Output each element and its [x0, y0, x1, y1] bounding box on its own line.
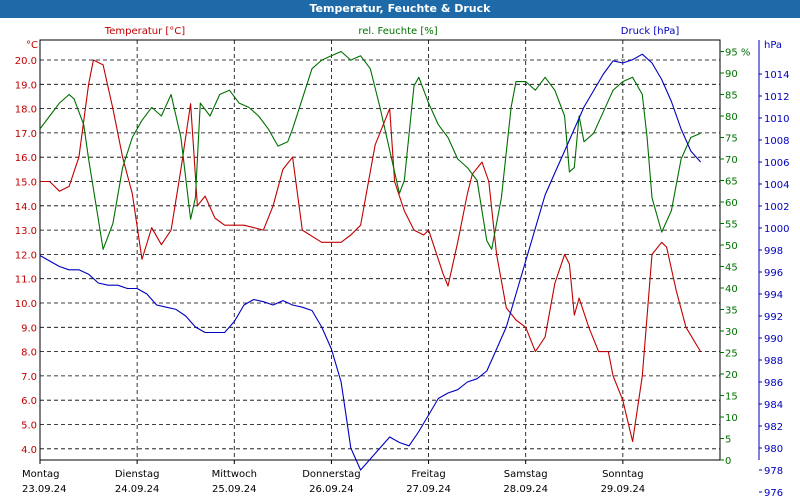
pressure-axis: hPa 976 978 980 982 984 986 988 990 992 994 996 998 1…: [758, 40, 789, 499]
pressure-tick-label: 1010: [764, 114, 789, 125]
humidity-tick-label: 0: [725, 456, 731, 467]
humidity-tick-label: 80: [725, 112, 738, 123]
x-day-label: Dienstag: [115, 469, 160, 480]
temperature-unit-label: °C: [26, 40, 38, 51]
humidity-tick-label: 70: [725, 155, 738, 166]
temperature-tick-label: 18.0: [15, 105, 37, 116]
legend-entry: Temperatur [°C]: [104, 26, 185, 37]
temperature-tick-label: 16.0: [15, 153, 37, 164]
x-day-label: Montag: [22, 469, 59, 480]
temperature-tick-label: 10.0: [15, 299, 37, 310]
x-axis: Montag 23.09.24 Dienstag 24.09.24 Mittwoch 25…: [22, 460, 645, 495]
humidity-tick-label: 10: [725, 413, 738, 424]
humidity-tick-label: 85: [725, 91, 738, 102]
humidity-tick-label: 35: [725, 306, 738, 317]
x-date-label: 24.09.24: [115, 484, 160, 495]
x-date-label: 29.09.24: [601, 484, 646, 495]
temperature-axis: °C 4.0 5.0 6.0 7.0 8.0 9.0 10.0 11.0 12.0 13.0 14.0…: [15, 40, 38, 456]
x-date-label: 27.09.24: [406, 484, 451, 495]
x-date-label: 23.09.24: [22, 484, 67, 495]
temperature-tick-label: 15.0: [15, 178, 37, 189]
temperature-tick-label: 9.0: [21, 323, 37, 334]
series-line-humidity: [39, 50, 701, 250]
pressure-tick-label: 996: [764, 268, 783, 279]
pressure-tick-label: 982: [764, 422, 783, 433]
humidity-tick-label: 30: [725, 327, 738, 338]
plot-frame: [39, 39, 721, 461]
series-group: [39, 50, 702, 471]
temperature-tick-label: 13.0: [15, 226, 37, 237]
humidity-tick-label: 45: [725, 263, 738, 274]
x-date-label: 26.09.24: [309, 484, 354, 495]
pressure-tick-label: 1000: [764, 224, 789, 235]
humidity-tick-label: 65: [725, 177, 738, 188]
temperature-tick-label: 19.0: [15, 80, 37, 91]
humidity-axis: 0 5 10 15 20 25 30 35 40 45 50 55 60 65 70 75 80 85 90 95 %: [720, 48, 750, 467]
series-line-temperature: [40, 59, 702, 443]
pressure-tick-label: 994: [764, 290, 783, 301]
humidity-tick-label: 25: [725, 349, 738, 360]
pressure-tick-label: 986: [764, 378, 783, 389]
humidity-tick-label: 95 %: [725, 48, 750, 59]
pressure-tick-label: 1002: [764, 202, 789, 213]
x-day-label: Donnerstag: [302, 469, 360, 480]
temperature-tick-label: 14.0: [15, 202, 37, 213]
plot-border: [39, 39, 721, 461]
pressure-tick-label: 988: [764, 356, 783, 367]
temperature-tick-label: 4.0: [21, 445, 37, 456]
temperature-tick-label: 11.0: [15, 275, 37, 286]
humidity-tick-label: 5: [725, 435, 731, 446]
temperature-tick-label: 20.0: [15, 56, 37, 67]
pressure-tick-label: 978: [764, 466, 783, 477]
pressure-tick-label: 1008: [764, 136, 789, 147]
temperature-tick-label: 5.0: [21, 421, 37, 432]
temperature-tick-label: 7.0: [21, 372, 37, 383]
series-line-pressure: [39, 53, 702, 471]
temperature-tick-label: 8.0: [21, 348, 37, 359]
humidity-tick-label: 20: [725, 370, 738, 381]
legend-entry: rel. Feuchte [%]: [358, 26, 437, 37]
humidity-tick-label: 75: [725, 134, 738, 145]
x-day-label: Freitag: [411, 469, 445, 480]
humidity-tick-label: 50: [725, 241, 738, 252]
legend: Temperatur [°C] rel. Feuchte [%] Druck [hP…: [104, 26, 680, 37]
pressure-tick-label: 1014: [764, 70, 789, 81]
pressure-tick-label: 976: [764, 488, 783, 499]
pressure-tick-label: 990: [764, 334, 783, 345]
chart-title: Temperatur, Feuchte & Druck: [0, 0, 800, 18]
temperature-tick-label: 6.0: [21, 396, 37, 407]
temperature-tick-label: 12.0: [15, 250, 37, 261]
pressure-unit-label: hPa: [764, 40, 782, 51]
x-date-label: 28.09.24: [503, 484, 548, 495]
x-day-label: Sonntag: [602, 469, 644, 480]
x-day-label: Mittwoch: [212, 469, 257, 480]
humidity-tick-label: 60: [725, 198, 738, 209]
x-day-label: Samstag: [504, 469, 548, 480]
humidity-tick-label: 40: [725, 284, 738, 295]
pressure-tick-label: 980: [764, 444, 783, 455]
pressure-tick-label: 1006: [764, 158, 789, 169]
humidity-tick-label: 90: [725, 69, 738, 80]
humidity-tick-label: 15: [725, 392, 738, 403]
pressure-tick-label: 1012: [764, 92, 789, 103]
grid: [40, 40, 721, 460]
x-date-label: 25.09.24: [212, 484, 257, 495]
pressure-tick-label: 984: [764, 400, 783, 411]
pressure-tick-label: 998: [764, 246, 783, 257]
pressure-tick-label: 1004: [764, 180, 789, 191]
temperature-tick-label: 17.0: [15, 129, 37, 140]
pressure-tick-label: 992: [764, 312, 783, 323]
legend-entry: Druck [hPa]: [621, 26, 680, 37]
humidity-tick-label: 55: [725, 220, 738, 231]
